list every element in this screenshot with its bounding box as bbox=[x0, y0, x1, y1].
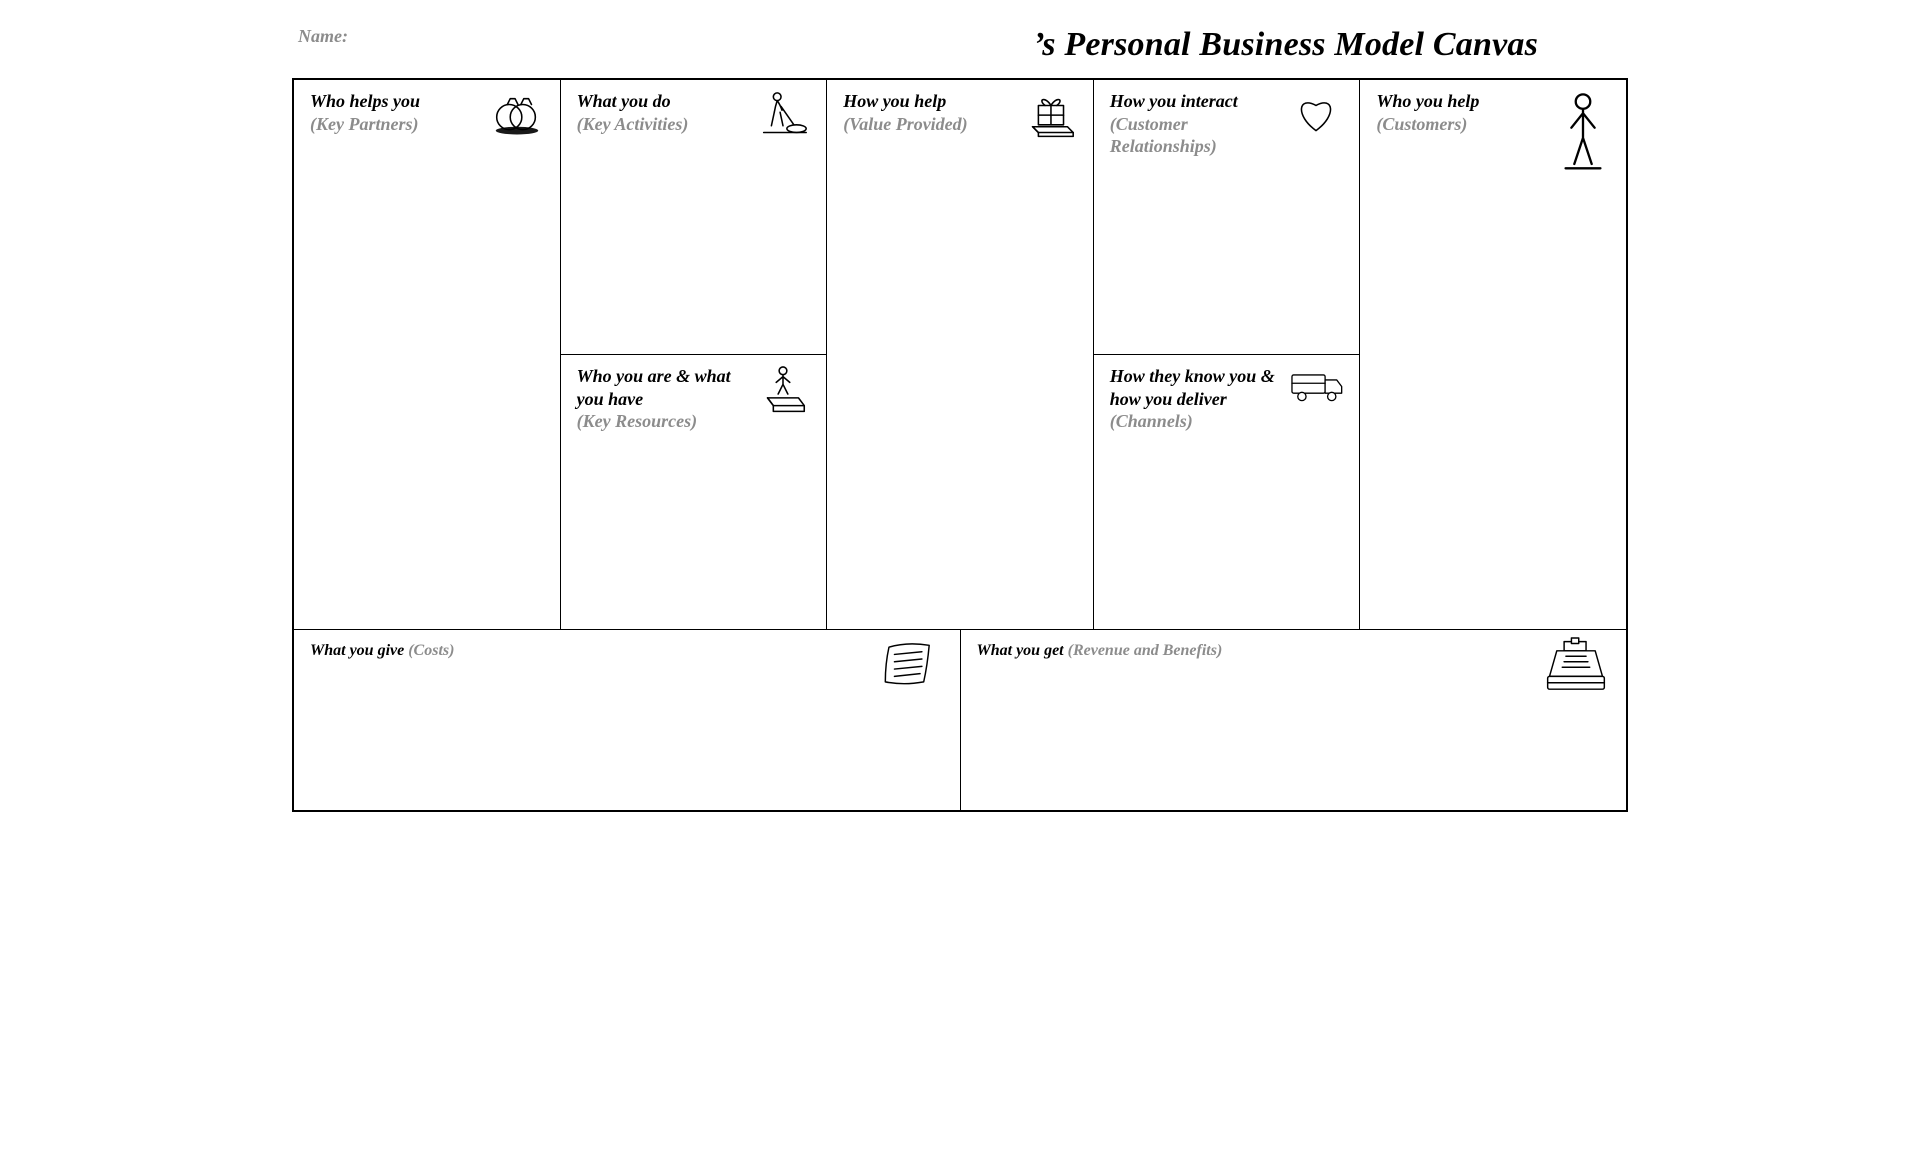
person-icon bbox=[1554, 90, 1612, 140]
column-key-partners: Who helps you (Key Partners) bbox=[294, 80, 561, 629]
key-resources-subtitle: (Key Resources) bbox=[577, 411, 697, 431]
column-activities-resources: What you do (Key Activities) bbox=[561, 80, 828, 629]
cell-key-resources: Who you are & what you have (Key Resourc… bbox=[561, 355, 827, 629]
key-activities-subtitle: (Key Activities) bbox=[577, 114, 689, 134]
name-field-label: Name: bbox=[292, 26, 348, 47]
header: Name: ’s Personal Business Model Canvas bbox=[292, 20, 1628, 78]
customers-title: Who you help bbox=[1376, 91, 1479, 111]
cell-costs: What you give (Costs) bbox=[294, 630, 961, 810]
heart-icon bbox=[1287, 90, 1345, 140]
cell-key-partners: Who helps you (Key Partners) bbox=[294, 80, 560, 629]
relationships-subtitle: (Customer Relationships) bbox=[1110, 114, 1217, 157]
value-title: How you help bbox=[843, 91, 946, 111]
canvas-top-row: Who helps you (Key Partners) bbox=[294, 80, 1626, 629]
cash-register-icon bbox=[1544, 638, 1608, 694]
cell-value-provided: How you help (Value Provided) bbox=[827, 80, 1093, 629]
person-box-icon bbox=[754, 365, 812, 415]
cell-revenue: What you get (Revenue and Benefits) bbox=[961, 630, 1627, 810]
key-partners-subtitle: (Key Partners) bbox=[310, 114, 418, 134]
page-title: ’s Personal Business Model Canvas bbox=[1033, 26, 1628, 64]
rings-icon bbox=[488, 90, 546, 140]
truck-icon bbox=[1287, 365, 1345, 415]
key-resources-title: Who you are & what you have bbox=[577, 366, 731, 409]
relationships-title: How you interact bbox=[1110, 91, 1238, 111]
value-subtitle: (Value Provided) bbox=[843, 114, 967, 134]
revenue-title: What you get bbox=[977, 642, 1064, 659]
costs-subtitle: (Costs) bbox=[408, 642, 454, 659]
customers-subtitle: (Customers) bbox=[1376, 114, 1467, 134]
column-customers: Who you help (Customers) bbox=[1360, 80, 1626, 629]
business-model-canvas: Who helps you (Key Partners) bbox=[292, 78, 1628, 812]
canvas-bottom-row: What you give (Costs) What you get (Reve… bbox=[294, 629, 1626, 810]
cell-key-activities: What you do (Key Activities) bbox=[561, 80, 827, 355]
gift-icon bbox=[1021, 90, 1079, 140]
channels-subtitle: (Channels) bbox=[1110, 411, 1193, 431]
channels-title: How they know you & how you deliver bbox=[1110, 366, 1275, 409]
column-value: How you help (Value Provided) bbox=[827, 80, 1094, 629]
key-activities-title: What you do bbox=[577, 91, 671, 111]
worker-icon bbox=[754, 90, 812, 140]
costs-title: What you give bbox=[310, 642, 404, 659]
revenue-subtitle: (Revenue and Benefits) bbox=[1068, 642, 1223, 659]
cell-customer-relationships: How you interact (Customer Relationships… bbox=[1094, 80, 1360, 355]
key-partners-title: Who helps you bbox=[310, 91, 420, 111]
column-relationships-channels: How you interact (Customer Relationships… bbox=[1094, 80, 1361, 629]
cell-customers: Who you help (Customers) bbox=[1360, 80, 1626, 629]
page: Name: ’s Personal Business Model Canvas … bbox=[266, 0, 1654, 852]
cell-channels: How they know you & how you deliver (Cha… bbox=[1094, 355, 1360, 629]
paper-icon bbox=[878, 638, 942, 694]
